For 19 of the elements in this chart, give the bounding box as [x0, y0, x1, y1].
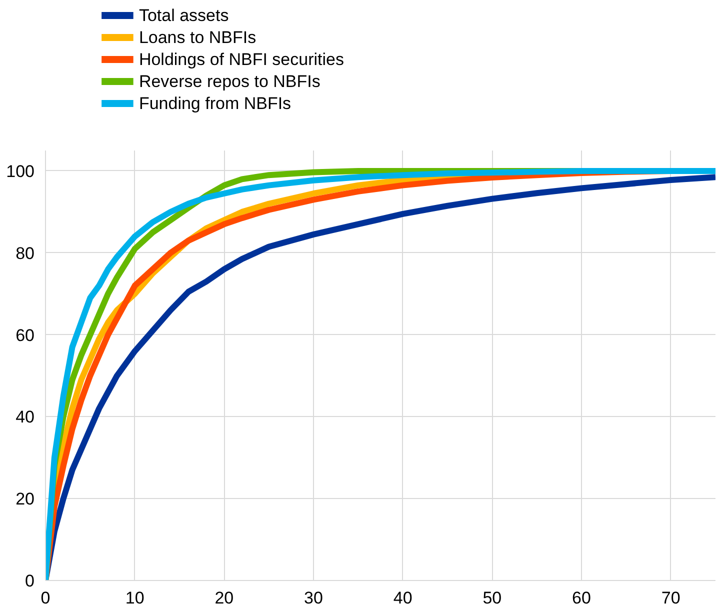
x-tick-label: 40	[393, 588, 412, 608]
legend-label: Total assets	[138, 6, 229, 25]
x-tick-label: 60	[572, 588, 591, 608]
y-tick-label: 20	[16, 490, 35, 509]
x-tick-label: 20	[214, 588, 234, 608]
y-tick-label: 40	[16, 408, 35, 427]
legend-label: Funding from NBFIs	[138, 94, 292, 113]
legend-label: Loans to NBFIs	[138, 28, 256, 47]
legend-label: Holdings of NBFI securities	[138, 50, 344, 69]
x-tick-label: 70	[661, 588, 680, 608]
x-tick-label: 30	[304, 588, 323, 608]
x-tick-label: 0	[40, 588, 50, 608]
x-tick-label: 50	[482, 588, 502, 608]
y-tick-label: 60	[16, 326, 35, 345]
x-tick-label: 10	[125, 588, 144, 608]
y-tick-label: 80	[16, 244, 35, 263]
y-tick-label: 0	[25, 572, 35, 590]
legend-label: Reverse repos to NBFIs	[138, 72, 320, 91]
y-tick-label: 100	[6, 162, 35, 181]
